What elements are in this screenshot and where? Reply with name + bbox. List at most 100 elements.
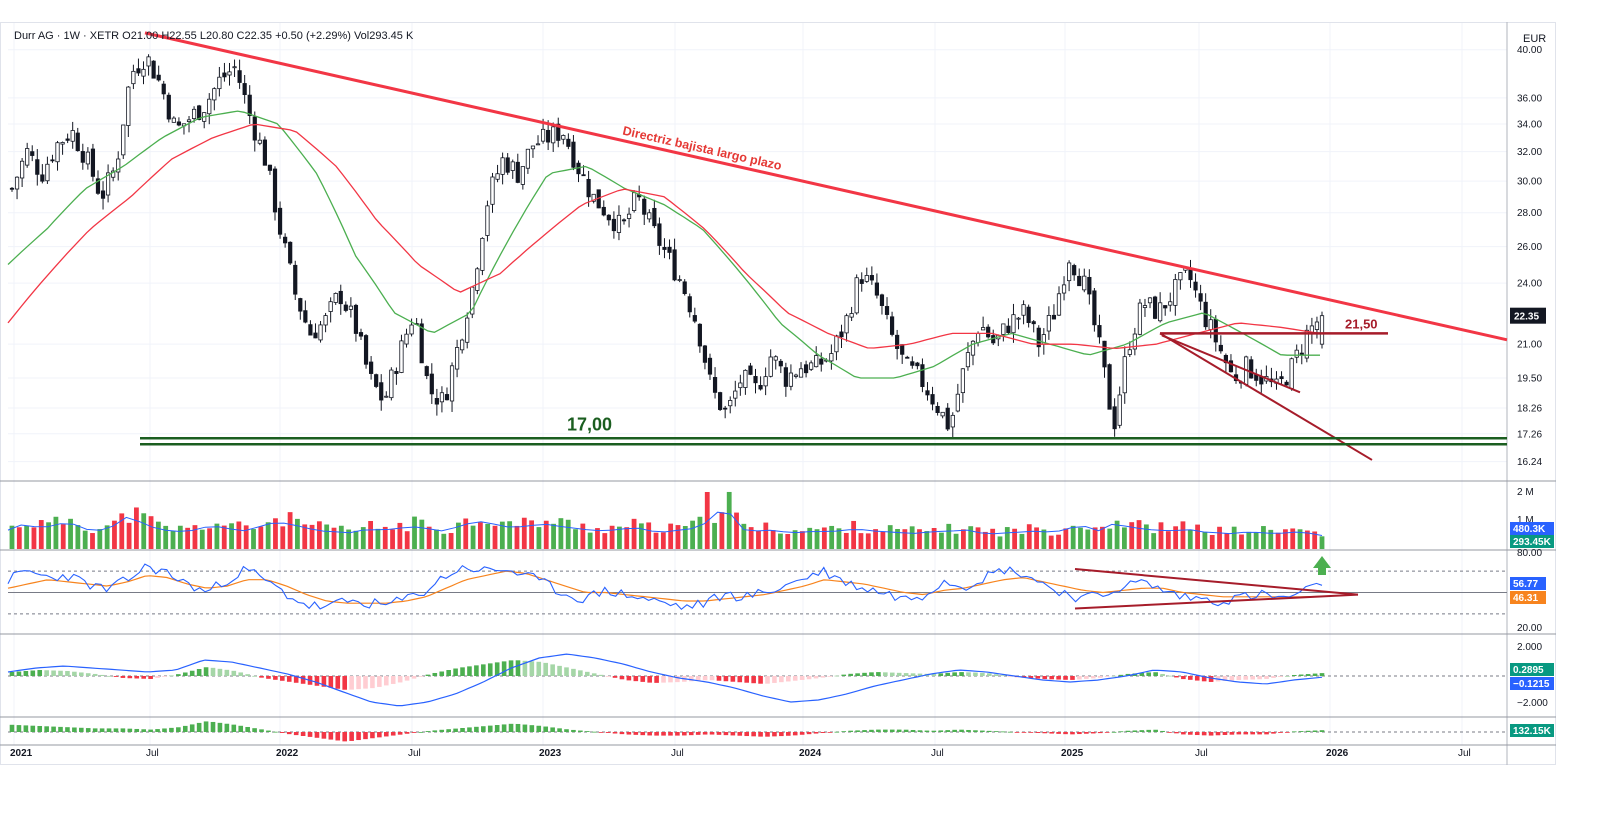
candle-94 xyxy=(485,200,490,242)
lower-indicator-pane[interactable]: 132.15K xyxy=(8,721,1554,742)
volume-bar-80 xyxy=(595,528,600,549)
candle-49 xyxy=(257,132,262,146)
time-tick-6: 2024 xyxy=(799,748,822,759)
macd-hist-bar-100 xyxy=(702,676,708,681)
candle-body xyxy=(854,277,859,314)
volume-bar-6 xyxy=(53,516,59,549)
price-tick-4: 30.00 xyxy=(1517,177,1542,188)
lower-hist-bar-40 xyxy=(286,732,292,735)
candle-249 xyxy=(1269,367,1274,388)
candle-31 xyxy=(166,92,171,123)
candle-155 xyxy=(793,373,799,379)
candle-body xyxy=(9,187,15,190)
volume-bar-24 xyxy=(185,527,191,549)
macd-hist-bar-27 xyxy=(196,669,202,676)
lower-hist-bar-45 xyxy=(321,732,327,739)
candle-body xyxy=(313,332,318,339)
candle-body xyxy=(556,123,561,141)
candle-81 xyxy=(419,318,424,364)
volume-bar-142 xyxy=(1048,535,1054,549)
candle-body xyxy=(1208,319,1213,330)
candle-body xyxy=(849,313,854,318)
macd-hist-bar-75 xyxy=(529,661,535,676)
candle-body xyxy=(1132,333,1137,350)
lower-hist-bar-48 xyxy=(342,732,347,742)
volume-bar-7 xyxy=(60,524,66,549)
candle-118 xyxy=(606,214,611,226)
lower-hist-bar-87 xyxy=(612,732,618,734)
volume-bar-112 xyxy=(829,525,835,549)
candle-body xyxy=(571,141,576,168)
lower-hist-bar-63 xyxy=(446,729,451,732)
macd-hist-bar-81 xyxy=(571,668,576,676)
candle-30 xyxy=(161,80,166,100)
volume-bar-20 xyxy=(155,521,161,549)
candle-body xyxy=(930,394,935,405)
candle-body xyxy=(606,214,611,221)
volume-bar-26 xyxy=(199,529,205,549)
candle-body xyxy=(905,356,910,359)
lower-hist-bar-138 xyxy=(966,729,971,732)
candle-body xyxy=(793,374,799,377)
lower-hist-bar-153 xyxy=(1070,732,1075,735)
macd-hist-bar-169 xyxy=(1181,676,1186,680)
macd-hist-bar-70 xyxy=(494,662,500,676)
volume-bar-30 xyxy=(229,523,234,549)
candle-body xyxy=(55,142,60,163)
macd-hist-bar-42 xyxy=(300,676,306,684)
volume-bar-168 xyxy=(1239,534,1244,549)
lower-hist-bar-57 xyxy=(404,732,410,734)
macd-pane[interactable]: 2.000 −2.000 0.2895 −0.1215 xyxy=(7,642,1554,709)
candle-20 xyxy=(111,167,116,182)
candle-body xyxy=(743,369,748,388)
macd-hist-bar-128 xyxy=(896,672,902,676)
rsi-pane[interactable]: 80.00 20.00 56.77 46.31 xyxy=(7,548,1546,634)
candle-body xyxy=(45,163,50,182)
candle-body xyxy=(510,161,515,171)
price-axis[interactable]: 40.00 36.00 34.00 32.00 30.00 28.00 26.00 24.00… xyxy=(1510,45,1546,468)
candle-235 xyxy=(1198,284,1203,311)
volume-bar-99 xyxy=(734,512,739,549)
volume-bar-132 xyxy=(975,527,981,549)
macd-hist-bar-36 xyxy=(259,676,264,678)
candle-body xyxy=(75,132,80,152)
lower-hist-bar-39 xyxy=(280,732,285,733)
candle-211 xyxy=(1077,268,1082,287)
macd-hist-bar-148 xyxy=(1035,676,1041,679)
candle-56 xyxy=(293,260,298,301)
macd-hist-bar-121 xyxy=(848,673,853,676)
volume-bar-23 xyxy=(177,525,183,549)
macd-hist-bar-135 xyxy=(945,672,951,676)
volume-bar-133 xyxy=(982,531,988,549)
lower-hist-bar-6 xyxy=(51,726,56,732)
volume-bar-136 xyxy=(1004,527,1010,549)
time-axis[interactable]: 2021 Jul 2022 Jul 2023 Jul 2024 Jul 2025 Jul 2026 J… xyxy=(10,748,1471,759)
candle-body xyxy=(85,151,90,165)
candle-99 xyxy=(510,159,515,179)
candle-5 xyxy=(35,149,40,186)
volume-bar-107 xyxy=(792,530,798,549)
candle-109 xyxy=(561,134,566,145)
volume-bar-64 xyxy=(477,522,483,549)
candle-214 xyxy=(1092,288,1097,332)
candle-body xyxy=(859,279,864,284)
candle-108 xyxy=(556,117,561,148)
lower-hist-bar-125 xyxy=(876,729,881,732)
macd-hist-bar-29 xyxy=(210,667,216,676)
volume-bar-31 xyxy=(236,521,242,549)
currency-label[interactable]: EUR xyxy=(1523,33,1546,45)
macd-hist-bar-139 xyxy=(973,672,978,676)
volume-bar-151 xyxy=(1114,520,1120,549)
candle-257 xyxy=(1309,317,1314,344)
candle-21 xyxy=(116,151,121,181)
macd-hist-bar-83 xyxy=(584,671,590,676)
lower-hist-bar-114 xyxy=(799,732,805,735)
macd-hist-bar-56 xyxy=(397,676,403,683)
volume-bar-70 xyxy=(521,517,527,549)
candle-75 xyxy=(389,367,394,401)
candle-body xyxy=(60,142,65,145)
macd-hist-bar-35 xyxy=(252,675,257,677)
